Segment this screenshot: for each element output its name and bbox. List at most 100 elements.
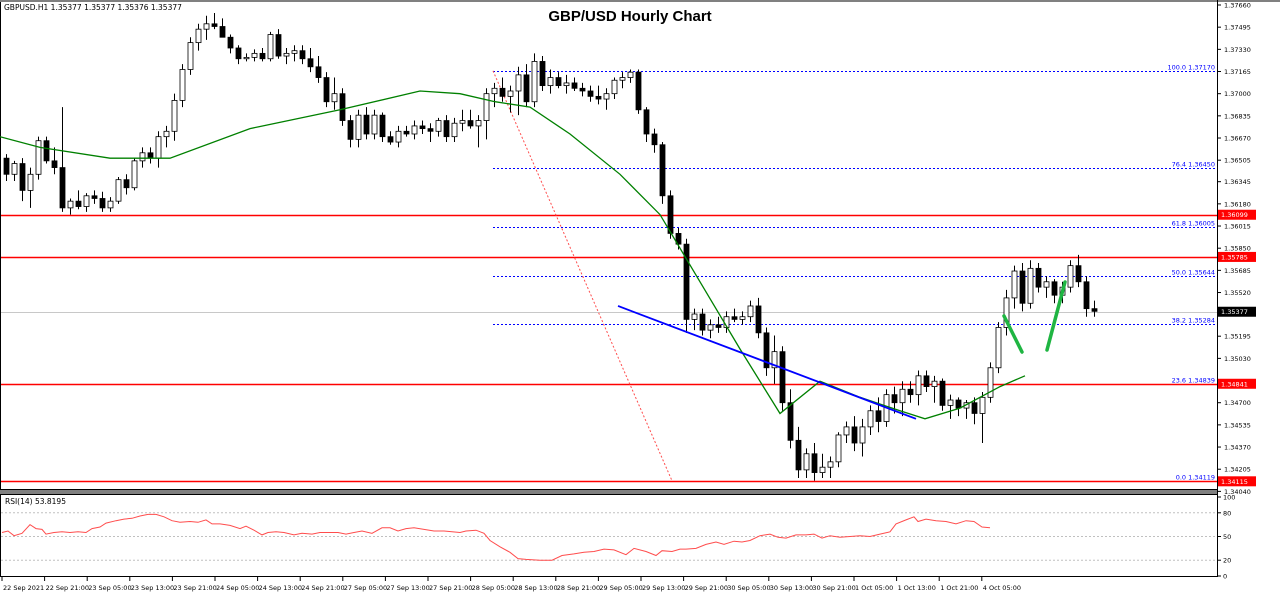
candle: [1083, 276, 1090, 317]
bearish-candle-body: [643, 109, 650, 135]
candle: [59, 107, 66, 212]
bullish-candle-body: [371, 114, 378, 135]
candle: [899, 381, 906, 417]
candle: [1003, 289, 1010, 336]
price-tick-label: 1.37165: [1224, 68, 1251, 76]
bearish-candle-body: [467, 120, 474, 127]
bullish-candle-body: [411, 125, 418, 135]
candle: [563, 74, 570, 94]
pane-separator[interactable]: [0, 490, 1218, 494]
candle: [483, 88, 490, 140]
candle: [643, 107, 650, 143]
bullish-candle-body: [603, 93, 610, 100]
candle: [411, 120, 418, 140]
bearish-candle-body: [1075, 265, 1082, 283]
time-axis[interactable]: 22 Sep 2021 22 Sep 21:00 23 Sep 05:00 23 Se…: [1, 577, 1021, 592]
candle: [507, 85, 514, 113]
candle: [211, 13, 218, 30]
bearish-candle-body: [755, 305, 762, 334]
bearish-candle-body: [307, 58, 314, 68]
price-tick-label: 1.34205: [1224, 466, 1251, 474]
bullish-candle-body: [291, 50, 298, 54]
projection-arrows: [1002, 280, 1067, 354]
bearish-trendline[interactable]: [617, 305, 917, 420]
bearish-candle-body: [59, 167, 66, 209]
bullish-candle-body: [283, 52, 290, 57]
bullish-candle-body: [107, 200, 114, 209]
symbol-info: GBPUSD.H1 1.35377 1.35377 1.35376 1.3537…: [4, 3, 182, 12]
bullish-candle-body: [1067, 265, 1074, 288]
bearish-candle-body: [299, 50, 306, 60]
candle: [739, 311, 746, 325]
fib-level-label: 0.0 1.34119: [1176, 474, 1215, 482]
time-tick-label: 23 Sep 21:00: [173, 584, 216, 592]
candle: [747, 300, 754, 323]
price-tick-label: 1.37000: [1224, 90, 1251, 98]
bearish-candle-body: [275, 34, 282, 57]
bullish-candle-body: [507, 90, 514, 97]
rsi-axis: 100 80 50 20 0: [1217, 494, 1235, 581]
time-tick-label: 1 Oct 21:00: [940, 584, 978, 592]
candle: [251, 49, 258, 62]
candle: [187, 37, 194, 75]
candle: [435, 117, 442, 137]
bullish-candle-body: [707, 324, 714, 331]
bullish-candle-body: [395, 130, 402, 143]
candle: [811, 443, 818, 481]
bullish-candle-body: [515, 74, 522, 92]
bearish-candle-body: [219, 26, 226, 38]
bearish-candle-body: [851, 426, 858, 444]
candle: [299, 45, 306, 65]
candle: [1051, 279, 1058, 304]
candle: [995, 322, 1002, 374]
fib-diagonal-line: [492, 70, 673, 481]
candle: [99, 191, 106, 212]
candle: [475, 115, 482, 148]
candle: [323, 72, 330, 108]
time-tick-label: 4 Oct 05:00: [983, 584, 1021, 592]
bearish-candle-body: [363, 114, 370, 135]
candle: [971, 397, 978, 425]
candle: [3, 154, 10, 182]
time-tick-label: 27 Sep 21:00: [429, 584, 472, 592]
bullish-candle-body: [131, 160, 138, 189]
rsi-pane-frame: [0, 494, 1218, 577]
bearish-candle-body: [675, 233, 682, 245]
price-axis[interactable]: 1.37660 1.37495 1.37330 1.37165 1.37000 1.368…: [1217, 0, 1256, 577]
bullish-candle-body: [547, 77, 554, 87]
candle: [603, 88, 610, 110]
bearish-candle-body: [1051, 281, 1058, 296]
time-tick-label: 27 Sep 13:00: [386, 584, 429, 592]
bearish-candle-body: [419, 125, 426, 130]
candle: [491, 82, 498, 108]
candle: [291, 45, 298, 62]
candle: [731, 308, 738, 323]
candle: [1067, 260, 1074, 293]
rsi-tick-label: 20: [1223, 557, 1231, 565]
bullish-candle-body: [563, 82, 570, 87]
price-tick-label: 1.37660: [1224, 2, 1251, 10]
bearish-candle-body: [763, 332, 770, 369]
bearish-candle-body: [387, 136, 394, 143]
bullish-candle-body: [619, 77, 626, 81]
candle: [259, 47, 266, 62]
bearish-candle-body: [595, 95, 602, 100]
trendline-path[interactable]: [617, 305, 917, 420]
bearish-candle-body: [667, 195, 674, 234]
candle: [907, 381, 914, 403]
bearish-candle-body: [403, 130, 410, 135]
bullish-candle-body: [691, 313, 698, 320]
price-tick-label: 1.35030: [1224, 355, 1251, 363]
bullish-candle-body: [355, 114, 362, 140]
candle: [635, 69, 642, 114]
candle: [571, 77, 578, 91]
bullish-candle-body: [531, 61, 538, 103]
bullish-candle-body: [1027, 267, 1034, 304]
candle: [1019, 262, 1026, 312]
candle: [707, 319, 714, 339]
candle: [939, 378, 946, 411]
price-tick-label: 1.35195: [1224, 333, 1251, 341]
price-tick-label: 1.34700: [1224, 399, 1251, 407]
candle: [515, 66, 522, 116]
